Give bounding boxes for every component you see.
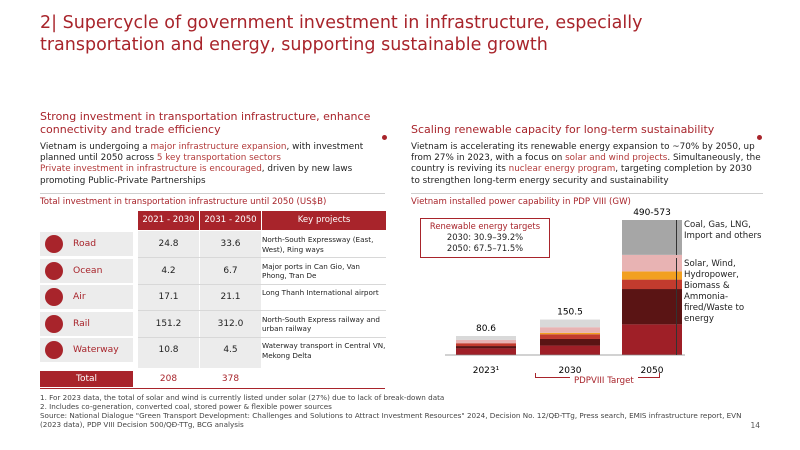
row-label-text: Road [73,238,97,249]
bar-segment [540,345,600,355]
legend-renewable: Solar, Wind, Hydropower, Biomass & Ammon… [684,259,745,324]
source-note: Source: National Dialogue "Green Transpo… [40,411,742,429]
bar-segment [622,324,682,355]
bar-segment [540,334,600,339]
bar-segment [540,327,600,333]
right-divider [411,193,763,194]
footnote-2: 2. Includes co-generation, converted coa… [40,402,332,411]
header-2021-2030: 2021 - 2030 [138,211,199,230]
row-label-text: Waterway [73,344,119,355]
legend-bracket-renewable [676,258,679,355]
cell-key-project: Long Thanh International airport [262,288,379,297]
column-2031-bg [200,231,261,368]
cell-key-project: North-South Express railway and urban ra… [262,314,380,334]
bar-total-label: 150.5 [557,308,583,318]
left-section-heading: Strong investment in transportation infr… [40,110,371,136]
cell-2021-2030: 151.2 [155,318,182,329]
right-section-heading: Scaling renewable capacity for long-term… [411,123,715,136]
cell-2031-2050: 312.0 [217,318,244,329]
category-label: 2023¹ [473,366,500,376]
total-2021-2030: 208 [159,374,178,384]
cell-2021-2030: 24.8 [158,239,179,249]
bar-segment [540,338,600,346]
pdp-target-label: PDPVIII Target [570,376,638,386]
page-title: 2| Supercycle of government investment i… [40,13,643,55]
left-paragraph: Vietnam is undergoing a major infrastruc… [40,142,364,186]
bar-total-label: 80.6 [476,324,496,334]
row-label-text: Air [73,291,86,302]
page-number: 14 [750,421,760,430]
bar-segment [622,271,682,280]
legend-nonrenewable: Coal, Gas, LNG, Import and others [684,220,762,241]
target-2050: 2050: 67.5–71.5% [446,243,524,253]
row-label-text: Ocean [73,264,103,276]
cell-key-project: Major ports in Can Gio, Van Phong, Tran … [262,261,360,281]
power-capacity-chart: 80.6 2023¹ 150.5 2030 490-573 2050 [445,208,685,376]
plane-icon [45,288,63,306]
cell-2031-2050: 6.7 [223,265,238,276]
table-title: Total investment in transportation infra… [40,197,327,207]
cell-key-project: North-South Expressway (East, West), Rin… [262,235,374,254]
ship-icon [45,261,63,280]
truck-icon [45,235,63,253]
total-2031-2050: 378 [221,374,240,384]
row-divider [138,283,386,285]
chart-title: Vietnam installed power capability in PD… [411,197,631,207]
category-label: 2050 [641,366,664,376]
bar-total-label: 490-573 [633,208,671,218]
cell-2021-2030: 10.8 [158,345,179,355]
row-label-road: Road [40,232,133,256]
targets-title: Renewable energy targets [429,221,541,231]
bar-segment [540,332,600,335]
total-label: Total [40,371,133,387]
bar-segment [622,220,682,255]
cell-2031-2050: 4.5 [223,345,238,355]
row-label-ocean: Ocean [40,258,133,283]
footnote-1: 1. For 2023 data, the total of solar and… [40,393,445,402]
left-divider [40,193,385,194]
cell-2021-2030: 4.2 [161,265,176,276]
bar-segment [622,279,682,290]
row-divider [138,336,386,338]
bar-segment [622,289,682,325]
legend-bracket-nonrenewable [676,220,679,255]
bar-segment [456,339,516,344]
category-label: 2030 [559,366,582,376]
header-key-projects: Key projects [262,211,386,230]
target-2030: 2030: 30.9–39.2% [446,232,524,242]
total-underline [40,388,385,389]
bar-segment [456,343,516,347]
cell-2021-2030: 17.1 [158,292,179,302]
left-heading-dot [382,135,387,140]
right-paragraph: Vietnam is accelerating its renewable en… [411,142,761,186]
row-label-text: Rail [73,317,90,329]
footnotes: 1. For 2023 data, the total of solar and… [40,393,760,429]
cell-2031-2050: 33.6 [220,239,241,249]
bar-segment [540,319,600,328]
right-heading-dot [757,135,762,140]
barge-icon [45,341,63,359]
row-label-waterway: Waterway [40,338,133,362]
row-divider [138,310,386,311]
row-label-air: Air [40,285,133,309]
header-2031-2050: 2031 - 2050 [200,211,261,230]
bar-segment [456,348,516,355]
row-divider [138,257,386,258]
bar-segment [456,336,516,340]
renewable-targets-box: Renewable energy targets 2030: 30.9–39.2… [420,218,550,258]
column-2021-bg [138,231,199,368]
train-icon [45,314,63,333]
bar-segment [456,346,516,349]
cell-2031-2050: 21.1 [220,292,241,302]
bar-segment [622,254,682,272]
cell-key-project: Waterway transport in Central VN, Mekong… [262,341,386,360]
row-label-rail: Rail [40,311,133,336]
